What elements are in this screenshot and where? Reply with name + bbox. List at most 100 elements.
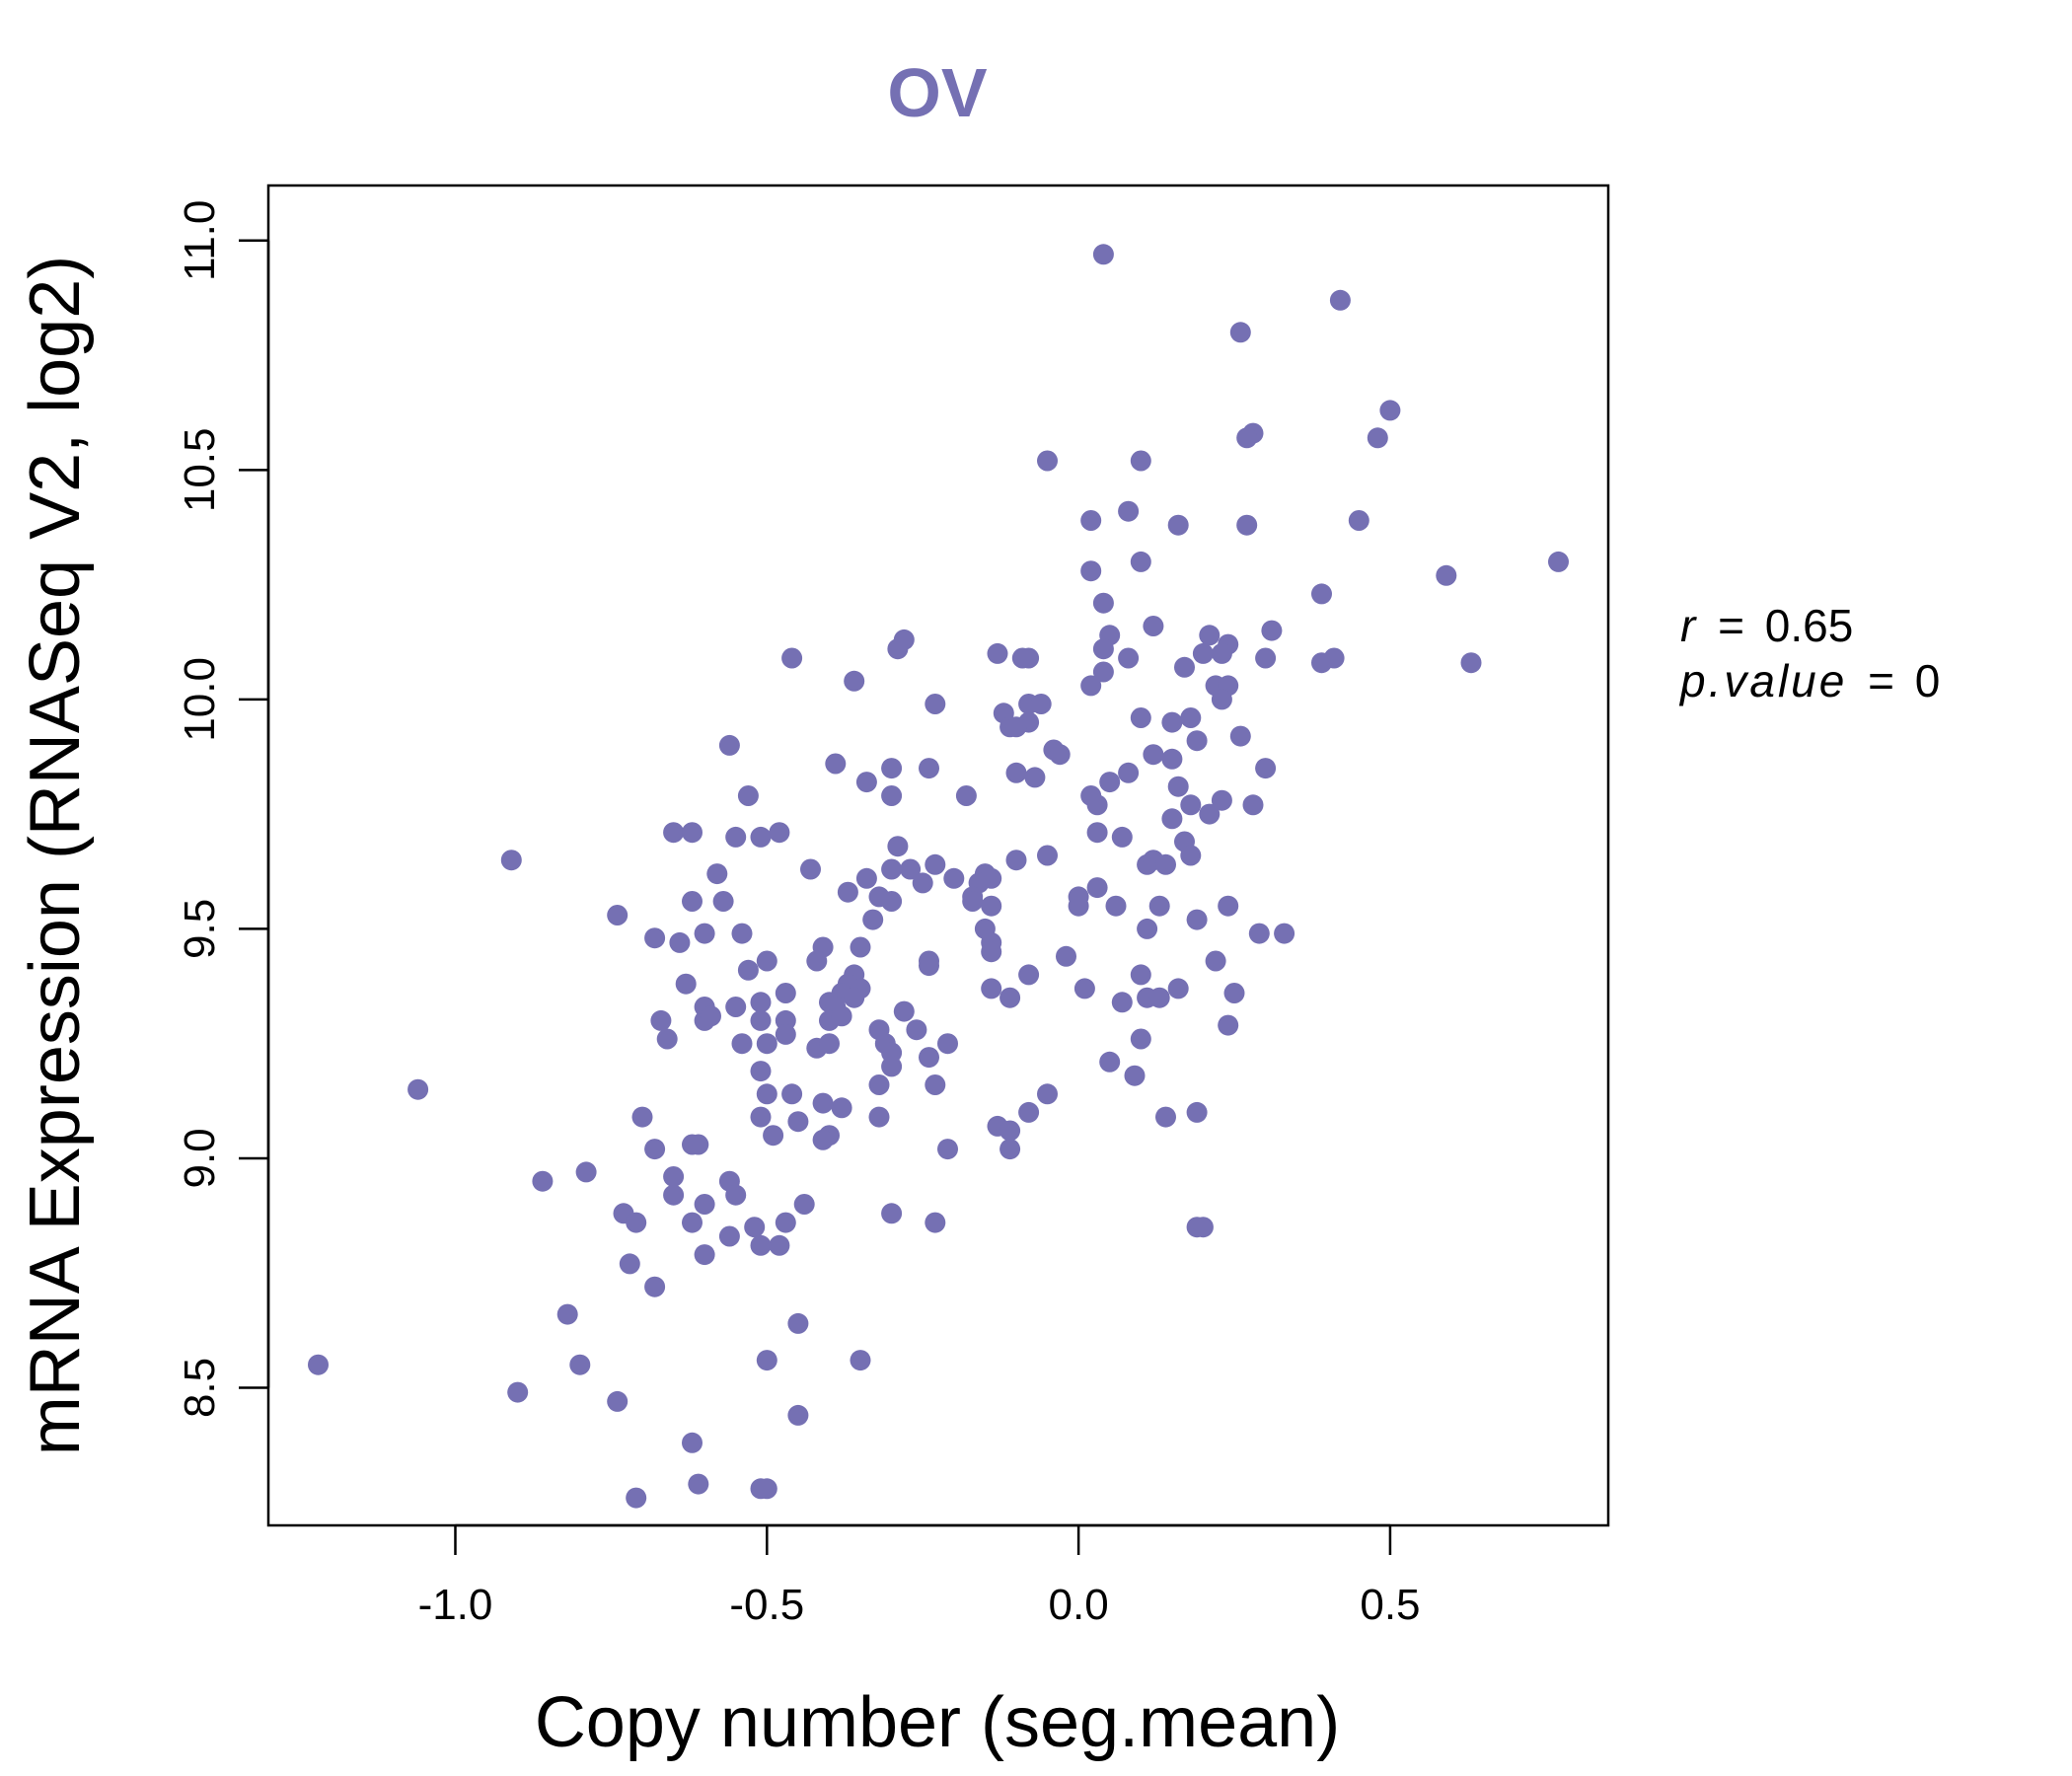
data-point	[806, 950, 828, 972]
data-point	[775, 1212, 796, 1233]
data-point	[812, 1092, 834, 1114]
data-point	[1130, 551, 1151, 572]
r-symbol: r	[1680, 600, 1697, 651]
data-point	[1056, 945, 1076, 967]
data-point	[1186, 1101, 1208, 1123]
data-point	[756, 950, 777, 972]
data-point	[1099, 1051, 1121, 1073]
data-point	[937, 1033, 958, 1055]
data-point	[962, 891, 984, 912]
data-point	[308, 1354, 329, 1375]
y-tick-label: 11.0	[176, 200, 224, 281]
data-point	[1161, 808, 1183, 830]
data-point	[800, 858, 821, 880]
data-point	[656, 1028, 678, 1050]
p-stat: p.value = 0	[1678, 655, 1940, 706]
data-point	[868, 1106, 890, 1128]
data-point	[1218, 895, 1239, 917]
data-point	[787, 1404, 809, 1426]
data-point	[819, 1033, 840, 1055]
data-point	[1080, 675, 1102, 697]
data-point	[694, 1244, 715, 1266]
data-point	[1018, 964, 1040, 986]
data-point	[1236, 427, 1258, 449]
data-point	[694, 923, 715, 944]
data-point	[1111, 826, 1133, 848]
data-point	[756, 1478, 777, 1500]
data-point	[881, 785, 903, 806]
data-point	[925, 694, 946, 714]
data-point	[1460, 652, 1482, 674]
data-point	[831, 1097, 852, 1119]
data-point	[1180, 845, 1202, 866]
data-point	[1367, 427, 1388, 449]
data-point	[1148, 895, 1170, 917]
data-point	[812, 1129, 834, 1150]
data-point	[407, 1078, 429, 1100]
data-point	[868, 1074, 890, 1095]
data-point	[532, 1170, 554, 1192]
data-point	[981, 895, 1002, 917]
data-point	[955, 785, 977, 806]
data-point	[825, 753, 847, 775]
data-point	[1092, 638, 1114, 660]
data-point	[712, 891, 734, 912]
data-point	[837, 881, 858, 903]
data-point	[893, 1000, 915, 1022]
data-point	[1229, 725, 1251, 747]
data-point	[1255, 647, 1277, 669]
data-point	[1180, 707, 1202, 728]
data-point	[893, 629, 915, 650]
data-point	[862, 909, 884, 930]
data-point	[1192, 1217, 1214, 1238]
data-point	[769, 1234, 790, 1256]
data-point	[1130, 707, 1151, 728]
data-point	[937, 1139, 958, 1160]
data-point	[1311, 583, 1332, 605]
data-point	[781, 647, 803, 669]
data-point	[1118, 762, 1140, 783]
data-point	[631, 1106, 653, 1128]
data-point	[1223, 983, 1245, 1003]
data-point	[1086, 877, 1108, 899]
y-tick-label: 9.0	[176, 1128, 224, 1188]
data-point	[881, 891, 903, 912]
data-point	[750, 1106, 772, 1128]
data-point	[1180, 794, 1202, 816]
data-point	[1080, 560, 1102, 582]
data-point	[1024, 767, 1046, 788]
data-point	[769, 822, 790, 844]
data-point	[688, 1473, 709, 1495]
data-point	[1186, 909, 1208, 930]
data-point	[500, 850, 522, 871]
data-point	[906, 1019, 927, 1041]
data-point	[1105, 895, 1127, 917]
x-tick-label: -1.0	[418, 1581, 493, 1629]
data-point	[682, 1212, 703, 1233]
data-point	[731, 923, 753, 944]
data-point	[731, 1033, 753, 1055]
x-axis: -1.0 -0.5 0.0 0.5	[418, 1523, 1421, 1629]
data-point	[1092, 661, 1114, 683]
y-tick-label: 10.5	[176, 428, 224, 513]
data-point	[1073, 978, 1095, 999]
data-point	[1199, 625, 1221, 646]
data-point	[925, 853, 946, 875]
data-point	[663, 822, 685, 844]
data-point	[1005, 850, 1027, 871]
data-point	[912, 872, 933, 894]
data-point	[1137, 918, 1158, 939]
data-point	[850, 936, 871, 958]
data-point	[1092, 244, 1114, 265]
data-point	[1124, 1065, 1146, 1086]
data-point	[1092, 592, 1114, 614]
data-point	[981, 978, 1002, 999]
y-axis: 8.5 9.0 9.5 10.0 10.5 11.0	[176, 200, 270, 1418]
data-point	[644, 1276, 666, 1297]
data-point	[887, 836, 909, 857]
data-point	[756, 1083, 777, 1105]
data-point	[1005, 762, 1027, 783]
data-point	[919, 1047, 939, 1069]
